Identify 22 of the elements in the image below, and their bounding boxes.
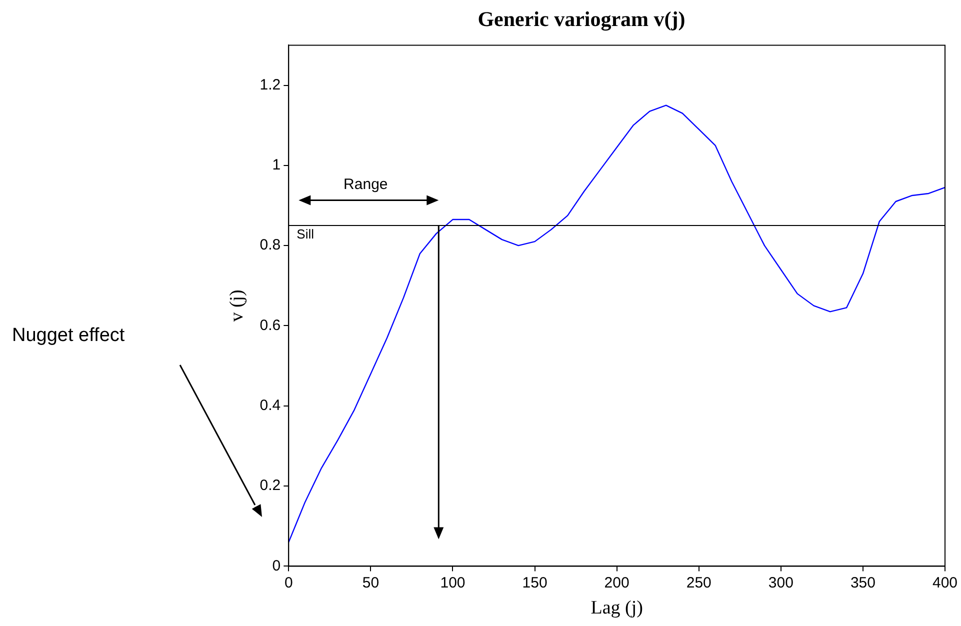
y-axis-title: v (j) (226, 290, 248, 322)
y-tick-label: 0 (272, 557, 281, 574)
y-tick-label: 0.8 (260, 236, 281, 254)
x-tick-label: 0 (284, 574, 293, 592)
y-tick-label: 0.6 (260, 316, 281, 334)
x-tick-label: 400 (932, 574, 958, 592)
x-tick-label: 100 (440, 574, 466, 592)
y-tick-label: 0.2 (260, 477, 281, 494)
y-tick-label: 1.2 (260, 76, 281, 94)
x-tick-label: 250 (686, 574, 712, 592)
annotation: Range (344, 176, 388, 193)
y-tick-label: 1 (272, 156, 281, 174)
x-tick-label: 50 (362, 574, 380, 592)
x-tick-label: 300 (768, 574, 794, 592)
x-axis-title: Lag (j) (590, 598, 643, 619)
x-tick-label: 350 (850, 574, 876, 592)
text: Nugget effect (12, 325, 125, 347)
y-tick-label: 0.4 (260, 397, 281, 414)
x-tick-label: 150 (522, 574, 548, 592)
ref-line-label: Sill (296, 226, 314, 242)
chart-title: Generic variogram v(j) (478, 7, 686, 32)
x-tick-label: 200 (604, 574, 630, 592)
